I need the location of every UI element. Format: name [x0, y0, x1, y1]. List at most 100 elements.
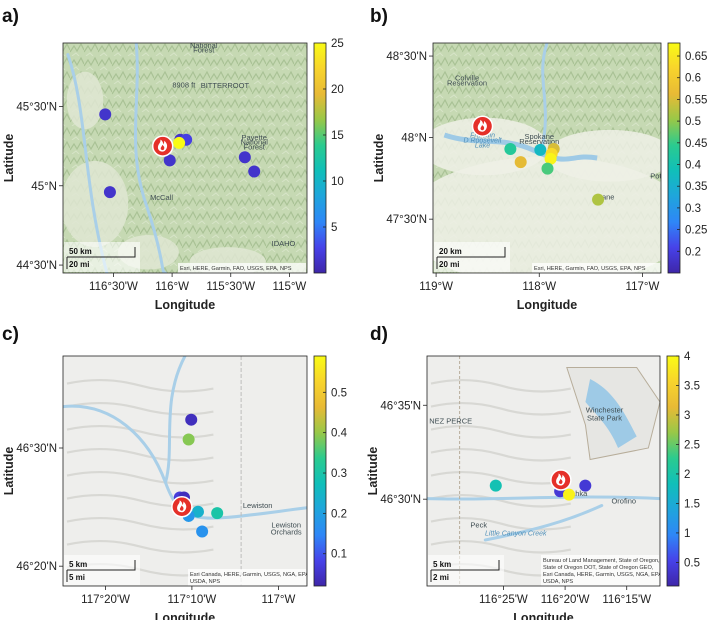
river — [427, 495, 660, 501]
x-tick-label: 116°30'W — [89, 281, 138, 293]
y-tick-label: 48°N — [401, 133, 427, 145]
x-tick-label: 119°W — [419, 281, 453, 293]
colorbar-tick-label: 0.3 — [685, 203, 701, 215]
attribution-text: Esri, HERE, Garmin, FAO, USGS, EPA, NPS — [180, 266, 292, 272]
map-label: Pot — [650, 171, 662, 180]
water-label: Little Canyon Creek — [485, 530, 547, 537]
attribution-text: USDA, NPS — [543, 579, 573, 585]
data-point — [514, 156, 527, 169]
river — [540, 43, 549, 148]
colorbar-tick-label: 3.5 — [684, 380, 700, 392]
data-point — [579, 479, 592, 492]
x-axis-label: Longitude — [513, 611, 573, 620]
attribution-text: State of Oregon DOT, State of Oregon GEO… — [543, 565, 654, 571]
map-area: ColvilleReservationSpokaneReservationoka… — [433, 43, 662, 273]
data-point — [544, 152, 557, 165]
map-label: Reservation — [447, 78, 487, 87]
colorbar-tick-label: 0.65 — [685, 51, 707, 63]
data-point — [185, 413, 198, 426]
attribution-text: USDA, NPS — [190, 579, 220, 585]
colorbar-tick-label: 0.3 — [331, 468, 347, 480]
x-tick-label: 117°W — [262, 594, 296, 606]
y-tick-label: 46°20'N — [16, 561, 57, 573]
colorbar-tick-label: 0.25 — [685, 225, 707, 237]
fire-marker-icon — [151, 135, 174, 157]
colorbar-tick-label: 0.5 — [331, 387, 347, 399]
data-point — [211, 507, 224, 520]
colorbar-tick-label: 0.55 — [685, 94, 707, 106]
y-tick-label: 45°N — [31, 181, 57, 193]
colorbar-tick-label: 20 — [331, 84, 344, 96]
colorbar-tick-label: 1.5 — [684, 498, 700, 510]
data-point — [489, 479, 502, 492]
scale-km-label: 50 km — [69, 247, 92, 256]
river — [483, 504, 604, 542]
colorbar-tick-label: 1 — [684, 528, 690, 540]
x-axis-label: Longitude — [155, 298, 215, 312]
colorbar-gradient — [667, 42, 681, 274]
colorbar-tick-label: 3 — [684, 410, 690, 422]
colorbar-tick-label: 2 — [684, 469, 690, 481]
scale-km-label: 5 km — [433, 560, 451, 569]
y-tick-label: 46°35'N — [380, 400, 421, 412]
scale-bar: 5 km 2 mi — [428, 555, 504, 585]
colorbar-gradient — [313, 42, 327, 274]
y-tick-label: 44°30'N — [16, 260, 57, 272]
data-point — [541, 162, 554, 175]
data-point — [563, 488, 576, 501]
map-label: Colville — [455, 74, 479, 83]
water-label: Lake — [475, 142, 490, 149]
x-axis-label: Longitude — [517, 298, 577, 312]
water-label: D Roosevelt — [463, 138, 502, 145]
colorbar-tick-label: 0.1 — [331, 549, 347, 561]
colorbar-tick-label: 0.2 — [331, 508, 347, 520]
data-point — [196, 525, 209, 538]
map-panel: ColvilleReservationSpokaneReservationoka… — [370, 6, 707, 312]
colorbar-gradient — [313, 355, 327, 587]
panel-letter: b) — [370, 6, 388, 27]
map-label: okane — [594, 193, 614, 202]
colorbar-tick-label: 0.4 — [331, 428, 348, 440]
attribution: Esri Canada, HERE, Garmin, USGS, NGA, EP… — [188, 569, 307, 586]
colorbar-tick-label: 10 — [331, 176, 344, 188]
y-tick-label: 46°30'N — [16, 443, 57, 455]
panel-letter: d) — [370, 324, 388, 345]
y-tick-label: 45°30'N — [16, 101, 57, 113]
data-point — [163, 154, 176, 167]
colorbar-tick-label: 15 — [331, 130, 344, 142]
scale-bar: 50 km 20 mi — [64, 242, 140, 272]
colorbar-tick-label: 0.5 — [685, 116, 701, 128]
scale-km-label: 5 km — [69, 560, 87, 569]
scale-bar: 5 km 5 mi — [64, 555, 140, 585]
x-axis-label: Longitude — [155, 611, 215, 620]
scale-km-label: 20 km — [439, 247, 462, 256]
map-frame — [62, 355, 308, 587]
map-label: Forest — [193, 46, 215, 55]
panel-letter: a) — [2, 6, 19, 27]
x-tick-label: 116°20'W — [541, 594, 590, 606]
colorbar-tick-label: 25 — [331, 38, 344, 50]
x-tick-label: 116°W — [155, 281, 189, 293]
map-frame — [426, 355, 661, 587]
map-label: Peck — [470, 520, 487, 529]
colorbar: 0.2 0.25 0.3 0.35 0.4 0.45 0.5 0.55 0.6 0.65 — [667, 42, 707, 274]
x-tick-label: 115°30'W — [206, 281, 255, 293]
map-label: National — [240, 138, 268, 147]
attribution-text: Esri, HERE, Garmin, FAO, USGS, EPA, NPS — [534, 266, 646, 272]
reservoir — [585, 379, 637, 448]
attribution: Esri, HERE, Garmin, FAO, USGS, EPA, NPS — [532, 263, 660, 273]
scale-mi-label: 20 mi — [69, 260, 89, 269]
panel-letter: c) — [2, 324, 19, 345]
data-point — [534, 143, 547, 156]
y-tick-label: 48°30'N — [386, 51, 427, 63]
colorbar-tick-label: 2.5 — [684, 439, 700, 451]
y-axis-label: Latitude — [366, 447, 380, 496]
map-label: Spokane — [524, 132, 554, 141]
x-tick-label: 117°W — [626, 281, 660, 293]
map-label: Orchards — [271, 527, 302, 536]
data-point — [99, 108, 112, 121]
map-label: Lewiston — [243, 501, 273, 510]
